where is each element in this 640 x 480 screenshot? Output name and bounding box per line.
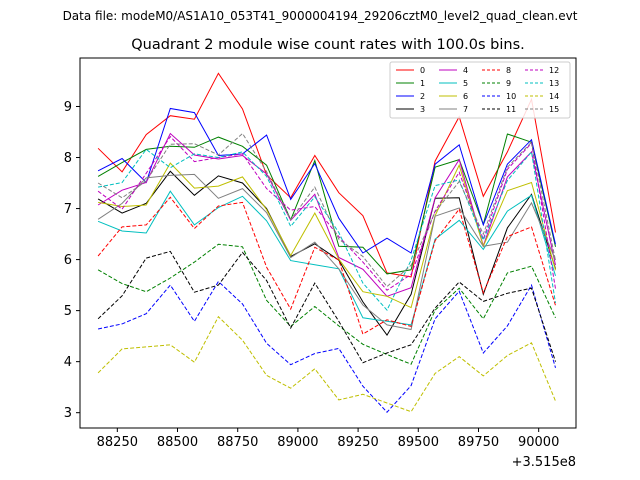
x-tick-label: 88250 — [97, 435, 138, 450]
x-tick-label: 90000 — [518, 435, 559, 450]
legend-label-6: 6 — [463, 92, 468, 101]
legend-label-7: 7 — [463, 105, 468, 114]
x-tick-label: 89250 — [337, 435, 378, 450]
y-tick-label: 8 — [64, 151, 72, 166]
y-tick-label: 5 — [64, 304, 72, 319]
legend-label-14: 14 — [549, 92, 559, 101]
series-line-5 — [97, 190, 556, 326]
x-tick-label: 89750 — [458, 435, 499, 450]
legend-label-9: 9 — [506, 79, 511, 88]
y-tick-label: 4 — [64, 355, 72, 370]
data-file-caption: Data file: modeM0/AS1A10_053T41_90000041… — [63, 9, 578, 23]
y-tick-label: 7 — [64, 202, 72, 217]
x-tick-label: 88750 — [217, 435, 258, 450]
x-tick-label: 89500 — [398, 435, 439, 450]
legend-label-5: 5 — [463, 79, 468, 88]
series-line-9 — [97, 243, 556, 365]
x-offset-label: +3.515e8 — [512, 455, 576, 470]
legend-label-1: 1 — [420, 79, 425, 88]
legend-label-8: 8 — [506, 66, 511, 75]
axis-layer: 88250 88500 88750 89000 89250 89500 89750 90000… — [64, 100, 560, 450]
y-tick-label: 9 — [64, 100, 72, 115]
series-line-14 — [97, 315, 556, 413]
x-tick-label: 88500 — [157, 435, 198, 450]
legend-label-4: 4 — [463, 66, 468, 75]
legend-label-2: 2 — [420, 92, 425, 101]
series-line-11 — [97, 250, 556, 364]
chart-title: Quadrant 2 module wise count rates with … — [131, 37, 525, 53]
series-line-1 — [97, 133, 556, 275]
legend-box — [389, 61, 571, 119]
legend-label-0: 0 — [420, 66, 425, 75]
legend-label-10: 10 — [506, 92, 516, 101]
series-line-7 — [97, 173, 556, 331]
legend-label-12: 12 — [549, 66, 559, 75]
legend-label-13: 13 — [549, 79, 559, 88]
series-line-8 — [97, 196, 556, 335]
x-tick-label: 89000 — [277, 435, 318, 450]
y-tick-label: 6 — [64, 253, 72, 268]
plot-frame — [79, 57, 577, 429]
series-line-2 — [97, 107, 556, 254]
legend-label-15: 15 — [549, 105, 559, 114]
series-line-12 — [97, 135, 556, 291]
y-tick-label: 3 — [64, 406, 72, 421]
legend-label-11: 11 — [506, 105, 516, 114]
series-line-10 — [97, 280, 556, 413]
series-line-0 — [97, 72, 556, 278]
series-line-13 — [98, 148, 556, 311]
series-layer — [97, 72, 556, 413]
series-line-6 — [98, 162, 556, 309]
series-line-15 — [97, 132, 556, 288]
legend-label-3: 3 — [420, 105, 425, 114]
